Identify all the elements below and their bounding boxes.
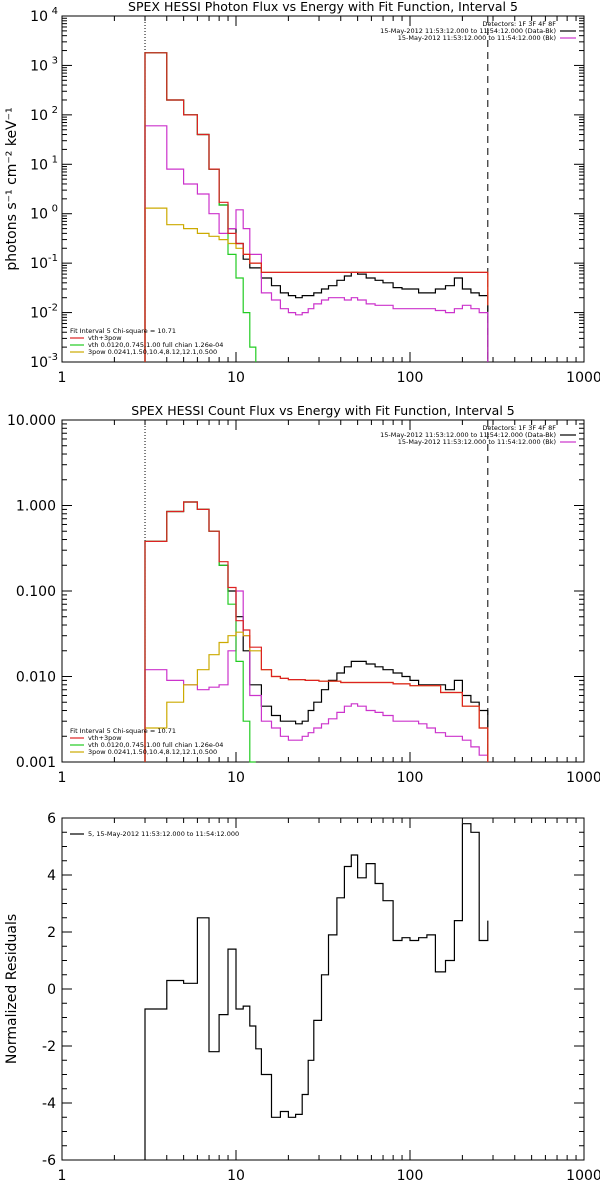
y-tick-label: 10 <box>30 157 48 173</box>
legend-bottom-left-entry: 3pow 0.0241,1.50,10.4,8.12,12.1,0.500 <box>88 348 217 356</box>
chart-panel-3: 1 10 100 1000 -6 -4 -2 0 2 4 6 Normalized Residuals… <box>4 811 600 1184</box>
x-tick-label: 10 <box>227 1168 245 1184</box>
series-line-4 <box>144 207 489 362</box>
y-tick-exponent: 3 <box>52 55 58 66</box>
legend-top-right-entry: 15-May-2012 11:53:12.000 to 11:54:12.000… <box>398 34 556 42</box>
legend-bottom-left-entry: Fit Interval 5 Chi-square = 10.71 <box>70 727 176 735</box>
legend-top-left-entry: 5, 15-May-2012 11:53:12.000 to 11:54:12.… <box>88 830 239 838</box>
y-tick-label: 10 <box>30 207 48 223</box>
series-line-1 <box>144 501 489 762</box>
legend-bottom-left-entry: vth+3pow <box>88 734 122 742</box>
y-tick-exponent: -1 <box>48 253 58 264</box>
y-tick-label: 4 <box>47 868 56 884</box>
legend-top-right-entry: Detectors: 1F 3F 4F 8F <box>482 20 556 28</box>
plot-frame <box>61 419 585 763</box>
y-tick-exponent: 1 <box>52 154 58 165</box>
legend-bottom-left-entry: vth+3pow <box>88 334 122 342</box>
y-axis-label: Normalized Residuals <box>4 914 20 1064</box>
series-line-1 <box>144 823 489 1160</box>
y-tick-exponent: 4 <box>52 6 58 17</box>
x-tick-label: 100 <box>397 370 424 386</box>
chart-title: SPEX HESSI Photon Flux vs Energy with Fi… <box>128 0 518 14</box>
legend-bottom-left-entry: vth 0.0120,0.745,1.00 full chian 1.26e-0… <box>88 341 223 349</box>
x-tick-label: 1000 <box>566 370 600 386</box>
series-line-3 <box>144 52 257 362</box>
chart-title: SPEX HESSI Count Flux vs Energy with Fit… <box>131 403 514 418</box>
series-line-1 <box>144 52 489 362</box>
legend-top-right-entry: 15-May-2012 11:53:12.000 to 11:54:12.000… <box>380 27 556 35</box>
y-tick-label: 10 <box>30 58 48 74</box>
x-tick-label: 1 <box>58 370 67 386</box>
y-tick-label: 10 <box>30 355 48 371</box>
plot-frame <box>61 15 585 363</box>
y-tick-label: 10 <box>30 256 48 272</box>
y-tick-label: 10 <box>30 9 48 25</box>
y-tick-label: -4 <box>42 1096 56 1112</box>
y-tick-label: 0 <box>47 982 56 998</box>
y-tick-exponent: 2 <box>52 105 58 116</box>
x-tick-label: 10 <box>227 370 245 386</box>
legend-top-right-entry: 15-May-2012 11:53:12.000 to 11:54:12.000… <box>398 438 556 446</box>
series-line-2 <box>144 125 489 362</box>
x-tick-label: 1000 <box>566 770 600 786</box>
plot-frame <box>61 817 585 1161</box>
y-tick-label: 1.000 <box>16 499 56 515</box>
y-tick-label: -6 <box>42 1153 56 1169</box>
y-tick-label: -2 <box>42 1039 56 1055</box>
y-tick-exponent: 0 <box>52 204 58 215</box>
legend-top-right-entry: 15-May-2012 11:53:12.000 to 11:54:12.000… <box>380 431 556 439</box>
y-tick-exponent: -3 <box>48 352 58 363</box>
chart-panel-2: SPEX HESSI Count Flux vs Energy with Fit… <box>7 403 600 786</box>
series-line-5 <box>144 501 489 762</box>
y-tick-label: 0.010 <box>16 670 56 686</box>
legend-bottom-left-entry: vth 0.0120,0.745,1.00 full chian 1.26e-0… <box>88 741 223 749</box>
legend-top-right-entry: Detectors: 1F 3F 4F 8F <box>482 424 556 432</box>
x-tick-label: 10 <box>227 770 245 786</box>
x-tick-label: 1 <box>58 1168 67 1184</box>
legend-bottom-left-entry: Fit Interval 5 Chi-square = 10.71 <box>70 327 176 335</box>
x-tick-label: 100 <box>397 1168 424 1184</box>
y-tick-exponent: -2 <box>48 303 58 314</box>
chart-panel-1: SPEX HESSI Photon Flux vs Energy with Fi… <box>4 0 600 386</box>
y-tick-label: 10.000 <box>7 413 56 429</box>
x-tick-label: 100 <box>397 770 424 786</box>
y-tick-label: 6 <box>47 811 56 827</box>
legend-bottom-left-entry: 3pow 0.0241,1.50,10.4,8.12,12.1,0.500 <box>88 748 217 756</box>
y-axis-label: photons s⁻¹ cm⁻² keV⁻¹ <box>4 107 20 270</box>
series-line-2 <box>144 590 489 762</box>
y-tick-label: 0.001 <box>16 755 56 771</box>
y-tick-label: 10 <box>30 108 48 124</box>
x-tick-label: 1000 <box>566 1168 600 1184</box>
y-tick-label: 2 <box>47 925 56 941</box>
x-tick-label: 1 <box>58 770 67 786</box>
y-tick-label: 0.100 <box>16 584 56 600</box>
series-line-5 <box>144 52 489 362</box>
y-tick-label: 10 <box>30 306 48 322</box>
